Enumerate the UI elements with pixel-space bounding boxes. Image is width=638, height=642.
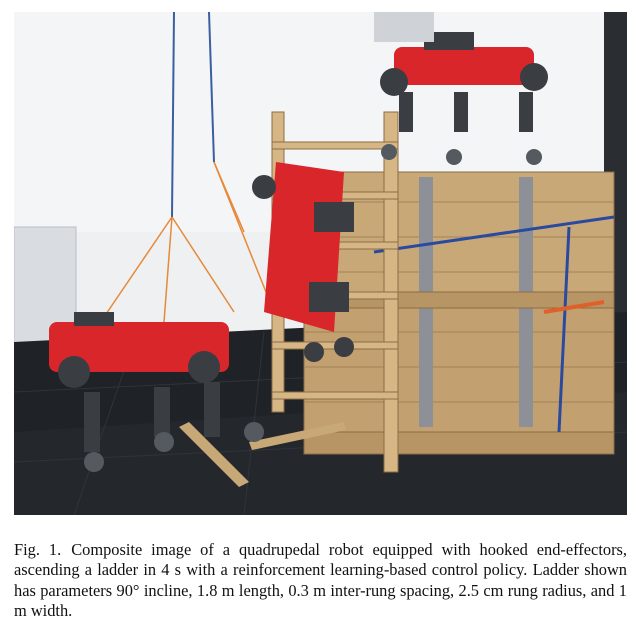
robot-top <box>380 32 548 165</box>
robot-floor <box>49 312 264 472</box>
figure-caption: Fig. 1. Composite image of a quadrupedal … <box>14 540 627 622</box>
figure-photo <box>14 12 627 515</box>
robot-ladder-photo <box>14 12 627 515</box>
robot-climbing <box>252 162 354 362</box>
wooden-crates <box>303 171 615 455</box>
caption-label: Fig. 1. <box>14 540 62 559</box>
caption-text: Composite image of a quadrupedal robot e… <box>14 540 627 621</box>
